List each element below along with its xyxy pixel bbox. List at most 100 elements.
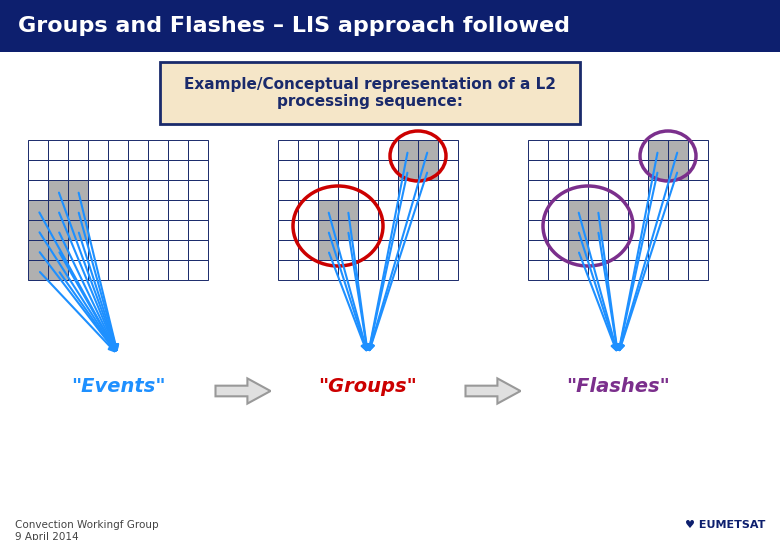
Bar <box>168 220 188 240</box>
Bar <box>568 160 588 180</box>
Bar <box>148 140 168 160</box>
Bar <box>68 140 88 160</box>
Bar <box>148 220 168 240</box>
Bar <box>548 220 568 240</box>
Bar <box>568 180 588 200</box>
Bar <box>108 160 128 180</box>
Bar <box>68 200 88 220</box>
Bar <box>108 200 128 220</box>
Bar <box>48 160 68 180</box>
Bar <box>298 260 318 280</box>
Bar <box>608 200 628 220</box>
Bar <box>128 240 148 260</box>
Bar <box>318 200 338 220</box>
Bar <box>438 180 458 200</box>
Bar <box>128 140 148 160</box>
Bar <box>188 260 208 280</box>
Bar <box>298 220 318 240</box>
Bar <box>528 160 548 180</box>
Bar <box>608 140 628 160</box>
Bar <box>338 220 358 240</box>
Bar <box>588 140 608 160</box>
Bar <box>378 180 398 200</box>
Polygon shape <box>466 379 520 403</box>
Bar <box>318 260 338 280</box>
Bar <box>128 260 148 280</box>
Bar <box>278 160 298 180</box>
Bar <box>128 200 148 220</box>
Bar <box>528 260 548 280</box>
Bar <box>588 240 608 260</box>
Bar <box>128 220 148 240</box>
Bar <box>378 200 398 220</box>
Bar <box>548 260 568 280</box>
Text: "Flashes": "Flashes" <box>566 377 670 396</box>
Bar <box>338 200 358 220</box>
Bar <box>278 140 298 160</box>
Bar <box>48 180 68 200</box>
Bar <box>648 140 668 160</box>
Bar <box>88 260 108 280</box>
Bar <box>358 160 378 180</box>
Bar <box>668 240 688 260</box>
Bar <box>68 160 88 180</box>
Bar <box>608 180 628 200</box>
Bar <box>68 220 88 240</box>
Bar <box>608 240 628 260</box>
Bar <box>628 240 648 260</box>
Bar <box>168 140 188 160</box>
Bar <box>188 240 208 260</box>
Bar <box>648 200 668 220</box>
Bar <box>28 180 48 200</box>
Bar <box>68 240 88 260</box>
Bar <box>188 160 208 180</box>
Bar <box>128 180 148 200</box>
Bar <box>28 240 48 260</box>
Bar <box>168 200 188 220</box>
Bar <box>148 160 168 180</box>
Bar <box>608 260 628 280</box>
Bar <box>418 160 438 180</box>
Bar <box>358 260 378 280</box>
Bar <box>568 260 588 280</box>
Text: "Events": "Events" <box>71 377 165 396</box>
Bar <box>148 180 168 200</box>
Bar <box>668 260 688 280</box>
Bar <box>648 160 668 180</box>
Bar <box>438 220 458 240</box>
Bar <box>48 140 68 160</box>
Bar <box>168 160 188 180</box>
Bar <box>528 220 548 240</box>
Bar <box>398 220 418 240</box>
Bar <box>188 200 208 220</box>
Bar <box>378 240 398 260</box>
Bar <box>108 140 128 160</box>
Bar <box>438 240 458 260</box>
Bar <box>298 240 318 260</box>
Bar <box>298 180 318 200</box>
Bar <box>588 180 608 200</box>
Bar <box>298 140 318 160</box>
Bar <box>628 160 648 180</box>
Bar <box>608 160 628 180</box>
Bar <box>278 240 298 260</box>
Bar <box>648 220 668 240</box>
Bar <box>278 180 298 200</box>
Bar <box>0 0 780 52</box>
Bar <box>398 260 418 280</box>
Bar <box>108 240 128 260</box>
Bar <box>48 200 68 220</box>
Bar <box>568 200 588 220</box>
Bar <box>398 160 418 180</box>
Bar <box>548 240 568 260</box>
Bar <box>48 220 68 240</box>
Bar <box>668 220 688 240</box>
Bar <box>88 200 108 220</box>
Bar <box>278 220 298 240</box>
Bar <box>668 140 688 160</box>
Bar <box>338 140 358 160</box>
Bar <box>168 240 188 260</box>
Bar <box>398 140 418 160</box>
Bar <box>88 160 108 180</box>
Bar <box>318 220 338 240</box>
